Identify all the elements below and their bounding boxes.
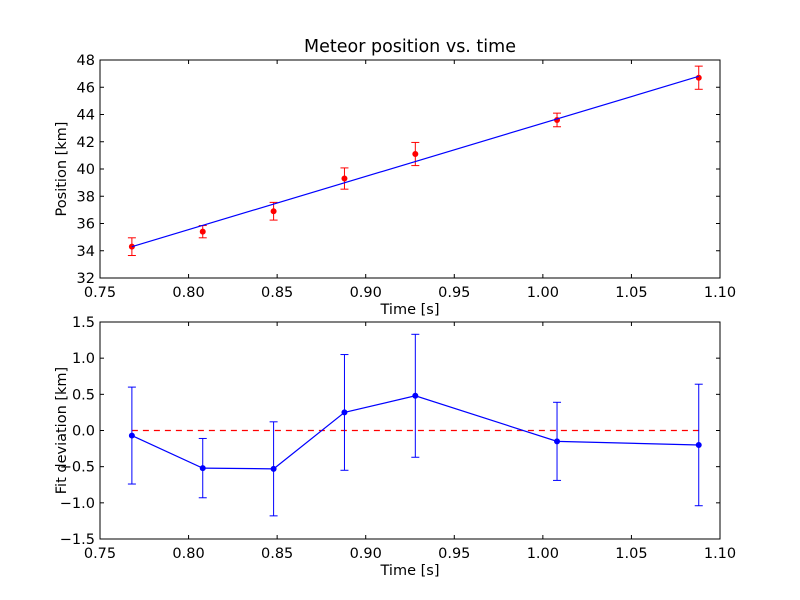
x-tick-label: 0.85 xyxy=(261,285,293,301)
fit-line xyxy=(131,75,699,248)
y-tick-label: −1.5 xyxy=(60,532,95,548)
y-tick-label: 48 xyxy=(77,53,95,69)
x-tick-label: 0.80 xyxy=(172,546,204,562)
x-tick-label: 0.80 xyxy=(172,285,204,301)
x-tick-label: 0.75 xyxy=(84,546,116,562)
y-tick-label: 44 xyxy=(77,108,95,124)
y-tick-label: 32 xyxy=(77,271,95,287)
y-tick-label: 1.5 xyxy=(72,315,95,331)
y-axis-label: Fit deviation [km] xyxy=(54,367,70,494)
data-point xyxy=(199,465,206,472)
x-tick-label: 0.90 xyxy=(350,546,382,562)
x-tick-label: 0.95 xyxy=(438,546,470,562)
x-tick-label: 1.05 xyxy=(615,546,647,562)
y-tick-label: 0.5 xyxy=(72,387,95,403)
data-point xyxy=(341,409,348,416)
x-tick-label: 0.90 xyxy=(350,285,382,301)
y-tick-label: 38 xyxy=(77,189,95,205)
x-tick-label: 0.95 xyxy=(438,285,470,301)
x-tick-label: 1.05 xyxy=(615,285,647,301)
y-tick-label: −0.5 xyxy=(60,460,95,476)
data-point xyxy=(270,465,277,472)
data-point xyxy=(341,175,348,182)
x-tick-label: 1.00 xyxy=(527,546,559,562)
top-panel-position-plot: 0.75 0.80 0.85 0.90 0.95 1.00 1.05 1.10 32 34 36 38… xyxy=(54,37,736,318)
y-tick-label: −1.0 xyxy=(60,496,95,512)
y-tick-label: 1.0 xyxy=(72,351,95,367)
x-tick-label: 0.85 xyxy=(261,546,293,562)
data-point xyxy=(695,441,702,448)
y-tick-label: 46 xyxy=(77,80,95,96)
data-point xyxy=(412,392,419,399)
x-axis-label: Time [s] xyxy=(380,302,440,318)
y-tick-label: 40 xyxy=(77,162,95,178)
x-tick-label: 1.10 xyxy=(704,546,736,562)
y-axis-label: Position [km] xyxy=(54,122,70,217)
x-axis-label: Time [s] xyxy=(380,563,440,579)
y-tick-label: 34 xyxy=(77,244,95,260)
data-point xyxy=(554,438,561,445)
y-tick-label: 36 xyxy=(77,217,95,233)
data-point xyxy=(412,151,419,158)
y-tick-label: 42 xyxy=(77,135,95,151)
x-tick-label: 1.00 xyxy=(527,285,559,301)
chart-title: Meteor position vs. time xyxy=(304,37,516,57)
data-point xyxy=(695,74,702,81)
data-point xyxy=(270,208,277,215)
y-tick-label: 0.0 xyxy=(72,424,95,440)
x-tick-label: 1.10 xyxy=(704,285,736,301)
data-point xyxy=(199,228,206,235)
bottom-panel-deviation-plot: 0.75 0.80 0.85 0.90 0.95 1.00 1.05 1.10 −1.5 −1.0… xyxy=(54,315,736,579)
data-point xyxy=(128,432,135,439)
x-tick-label: 0.75 xyxy=(84,285,116,301)
